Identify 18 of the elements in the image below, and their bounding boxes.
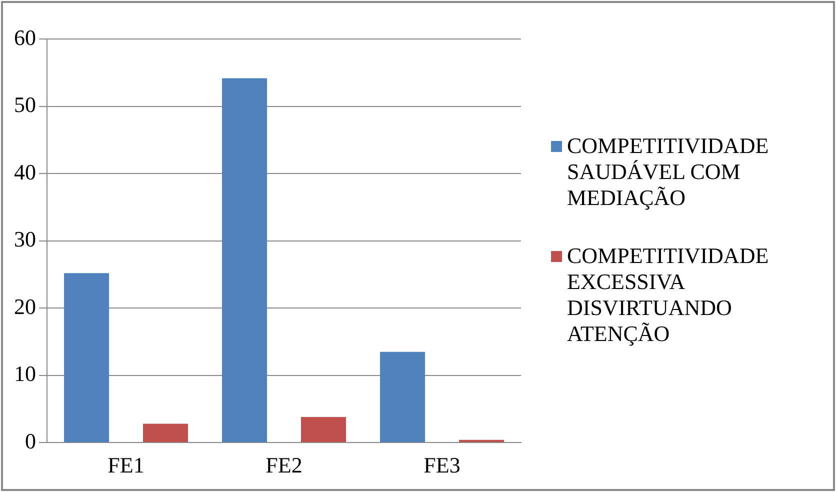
y-tick-label: 50: [14, 92, 36, 118]
bar: [64, 273, 110, 442]
bar: [142, 424, 188, 442]
bar: [300, 417, 346, 442]
bar: [458, 440, 504, 442]
x-tick-label: FE1: [108, 452, 144, 478]
bar: [380, 352, 426, 442]
y-tick-label: 30: [14, 226, 36, 252]
bar: [222, 78, 268, 442]
legend-label: COMPETITIVIDADE SAUDÁVEL COM MEDIAÇÃO: [567, 133, 770, 211]
y-tick-label: 60: [14, 24, 36, 50]
x-tick-label: FE3: [424, 452, 460, 478]
y-tick-label: 10: [14, 361, 36, 386]
legend-label: COMPETITIVIDADE EXCESSIVA DISVIRTUANDO ATENÇÃO: [567, 243, 770, 347]
y-tick-label: 20: [14, 294, 36, 319]
y-tick-label: 40: [14, 159, 36, 184]
y-tick-label: 0: [25, 428, 36, 454]
x-tick-label: FE2: [266, 452, 302, 478]
